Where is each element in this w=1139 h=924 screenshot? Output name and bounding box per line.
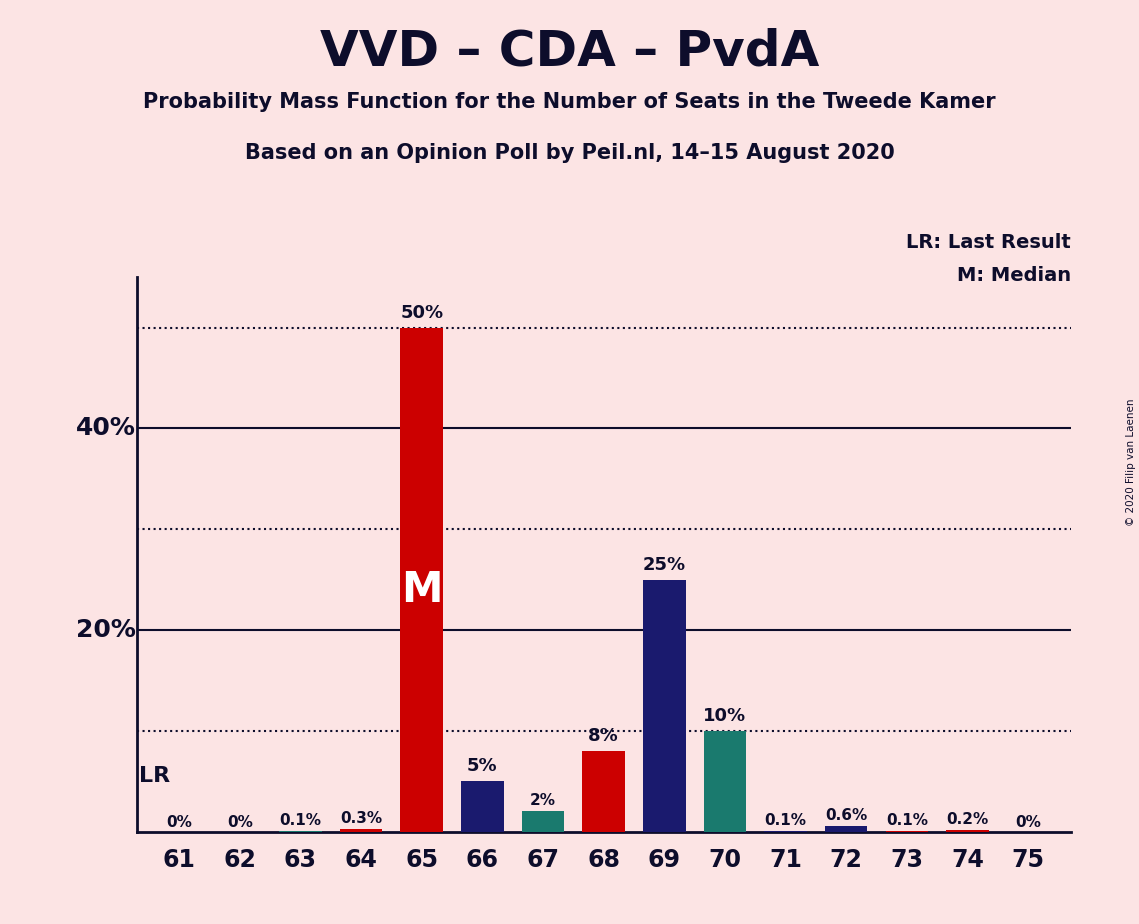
Text: 5%: 5% [467, 757, 498, 775]
Bar [522, 811, 564, 832]
Bar [886, 831, 928, 832]
Text: 8%: 8% [589, 727, 618, 745]
Bar [401, 328, 443, 832]
Text: 0.2%: 0.2% [947, 811, 989, 827]
Text: 0.1%: 0.1% [279, 812, 321, 828]
Bar [279, 831, 321, 832]
Bar [704, 731, 746, 832]
Bar [339, 829, 383, 832]
Text: VVD – CDA – PvdA: VVD – CDA – PvdA [320, 28, 819, 76]
Text: 0.3%: 0.3% [341, 810, 383, 825]
Text: 10%: 10% [704, 707, 746, 724]
Text: Probability Mass Function for the Number of Seats in the Tweede Kamer: Probability Mass Function for the Number… [144, 92, 995, 113]
Bar [825, 825, 868, 832]
Text: 0%: 0% [227, 815, 253, 830]
Text: 25%: 25% [642, 555, 686, 574]
Text: 40%: 40% [76, 417, 136, 441]
Bar [764, 831, 806, 832]
Text: LR: LR [139, 766, 170, 786]
Text: 20%: 20% [76, 618, 136, 642]
Text: 0%: 0% [1015, 815, 1041, 830]
Text: Based on an Opinion Poll by Peil.nl, 14–15 August 2020: Based on an Opinion Poll by Peil.nl, 14–… [245, 143, 894, 164]
Text: 50%: 50% [400, 304, 443, 322]
Text: 0%: 0% [166, 815, 192, 830]
Bar [582, 751, 625, 832]
Bar [644, 579, 686, 832]
Text: M: Median: M: Median [957, 266, 1071, 286]
Text: M: M [401, 568, 442, 611]
Text: © 2020 Filip van Laenen: © 2020 Filip van Laenen [1126, 398, 1136, 526]
Text: 0.6%: 0.6% [825, 808, 868, 822]
Text: 2%: 2% [530, 794, 556, 808]
Text: LR: Last Result: LR: Last Result [906, 233, 1071, 252]
Bar [947, 830, 989, 832]
Bar [461, 781, 503, 832]
Text: 0.1%: 0.1% [764, 812, 806, 828]
Text: 0.1%: 0.1% [886, 812, 928, 828]
